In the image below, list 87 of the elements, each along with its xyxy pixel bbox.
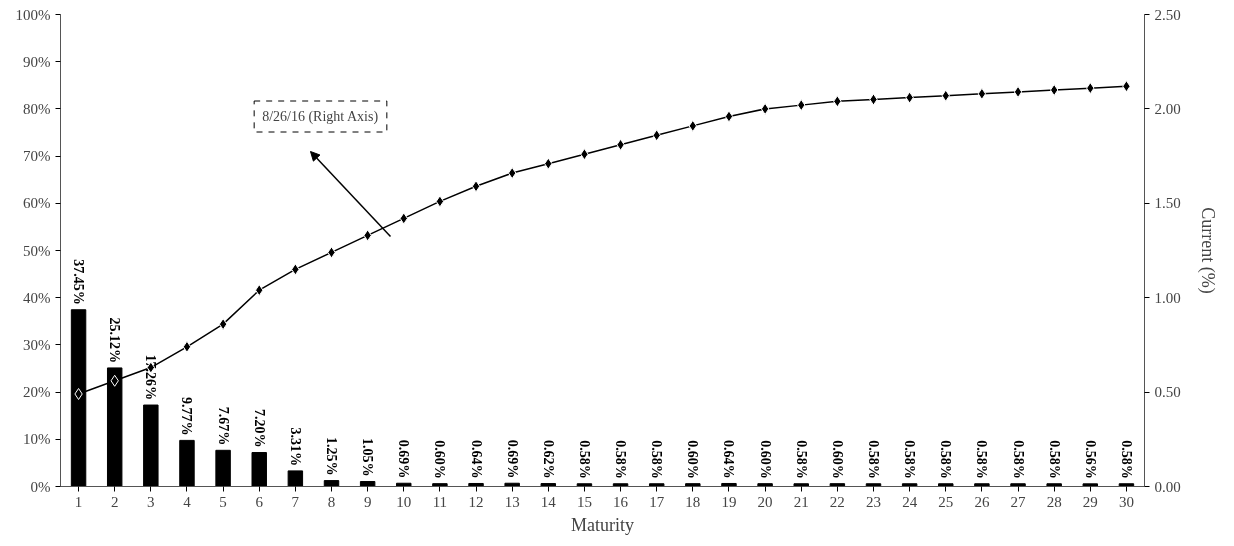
x-tick-label: 8 xyxy=(327,493,336,510)
x-tick-label: 26 xyxy=(974,493,990,510)
y2-axis-title: Current (%) xyxy=(1196,207,1218,294)
y2-tick-label: 2.00 xyxy=(1154,100,1181,117)
point xyxy=(182,340,192,353)
point xyxy=(435,195,445,208)
x-tick-label: 10 xyxy=(396,493,412,510)
x-tick-label: 16 xyxy=(613,493,629,510)
data-label: 7.67% xyxy=(215,406,231,446)
data-label: 9.77% xyxy=(179,396,195,436)
x-tick-label: 5 xyxy=(219,493,227,510)
data-label: 37.45% xyxy=(71,259,87,305)
data-label: 0.60% xyxy=(757,440,773,479)
y-tick-label: 10% xyxy=(23,431,51,448)
y-tick-label: 80% xyxy=(23,100,51,117)
x-tick-label: 15 xyxy=(576,493,592,510)
x-tick-label: 1 xyxy=(74,493,83,510)
x-tick-label: 23 xyxy=(866,493,881,510)
data-label: 1.25% xyxy=(324,437,339,476)
y-tick-label: 0% xyxy=(30,478,51,495)
x-tick-label: 7 xyxy=(291,493,300,510)
data-label: 0.60% xyxy=(685,440,701,479)
x-tick-label: 19 xyxy=(721,493,737,510)
y2-tick-label: 1.50 xyxy=(1154,195,1181,212)
x-tick-label: 17 xyxy=(649,493,665,510)
data-label: 0.62% xyxy=(540,440,556,479)
data-label: 25.12% xyxy=(107,317,123,363)
data-label: 0.58% xyxy=(1118,440,1134,479)
data-label: 0.58% xyxy=(866,440,881,479)
y-tick-label: 60% xyxy=(23,195,51,212)
data-label: 7.20% xyxy=(251,409,267,448)
data-label: 0.64% xyxy=(468,439,484,479)
x-tick-label: 18 xyxy=(685,493,701,510)
x-tick-label: 2 xyxy=(110,493,119,510)
data-label: 0.69% xyxy=(504,439,520,479)
data-label: 0.58% xyxy=(613,440,629,479)
data-label: 0.58% xyxy=(1046,440,1062,479)
data-label: 0.58% xyxy=(974,440,990,479)
x-tick-label: 29 xyxy=(1082,493,1098,510)
y2-tick-label: 2.50 xyxy=(1154,6,1181,23)
x-tick-label: 22 xyxy=(829,493,845,510)
point xyxy=(471,180,481,193)
x-tick-label: 3 xyxy=(147,493,155,510)
x-tick-label: 27 xyxy=(1010,493,1027,510)
data-label: 0.60% xyxy=(829,440,845,479)
x-tick-label: 28 xyxy=(1046,493,1062,510)
y-tick-label: 30% xyxy=(23,336,51,353)
x-tick-label: 21 xyxy=(793,493,809,510)
y-tick-label: 50% xyxy=(23,242,51,259)
x-tick-label: 11 xyxy=(432,493,448,510)
point xyxy=(760,102,770,115)
data-label: 0.58% xyxy=(793,440,809,479)
y-tick-label: 70% xyxy=(23,148,51,165)
x-axis-title: Maturity xyxy=(571,514,634,535)
point xyxy=(1013,85,1023,98)
y2-tick-label: 0.00 xyxy=(1154,478,1181,495)
y-tick-label: 100% xyxy=(15,6,51,23)
data-label: 0.58% xyxy=(649,440,665,479)
x-tick-label: 14 xyxy=(540,493,557,510)
data-label: 3.31% xyxy=(287,427,303,466)
x-tick-label: 24 xyxy=(902,493,918,510)
data-label: 0.60% xyxy=(432,440,448,479)
point xyxy=(218,318,228,331)
annotation: 8/26/16 (Right Axis) xyxy=(262,109,379,125)
x-tick-label: 4 xyxy=(183,493,192,510)
x-tick-label: 20 xyxy=(757,493,773,510)
data-label: 0.58% xyxy=(576,440,592,479)
y2-tick-label: 1.00 xyxy=(1154,289,1181,306)
y2-tick-label: 0.50 xyxy=(1154,384,1181,401)
point xyxy=(977,87,987,100)
x-tick-label: 25 xyxy=(938,493,954,510)
data-label: 1.05% xyxy=(360,438,376,477)
data-label: 0.69% xyxy=(396,439,412,479)
x-tick-label: 13 xyxy=(504,493,520,510)
y-tick-label: 90% xyxy=(23,53,51,70)
data-label: 0.64% xyxy=(721,439,737,479)
data-label: 0.56% xyxy=(1082,440,1098,479)
x-tick-label: 6 xyxy=(255,493,264,510)
y-tick-label: 20% xyxy=(23,384,51,401)
x-tick-label: 30 xyxy=(1118,493,1134,510)
data-label: 0.58% xyxy=(938,440,954,479)
x-tick-label: 12 xyxy=(468,493,484,510)
point xyxy=(724,110,734,123)
x-tick-label: 9 xyxy=(363,493,372,510)
y-tick-label: 40% xyxy=(23,289,51,306)
data-label: 0.58% xyxy=(1010,440,1026,479)
data-label: 0.58% xyxy=(902,440,918,479)
